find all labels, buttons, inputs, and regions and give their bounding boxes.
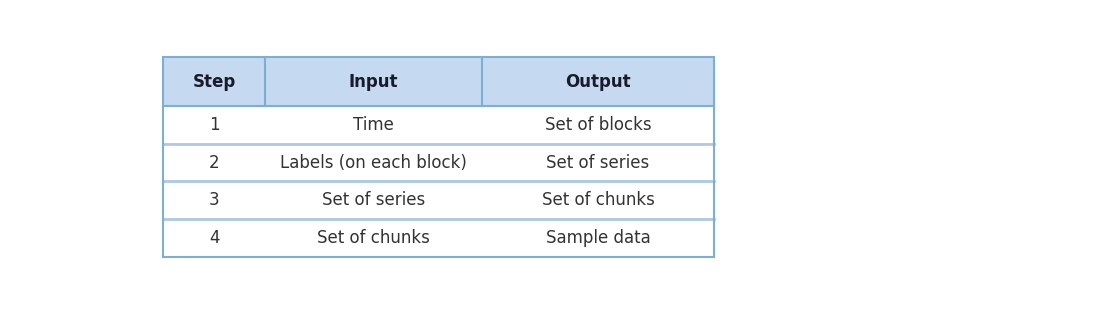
Text: Output: Output bbox=[566, 73, 631, 91]
Text: Set of blocks: Set of blocks bbox=[544, 116, 652, 134]
Text: Set of series: Set of series bbox=[322, 191, 425, 209]
Text: 3: 3 bbox=[209, 191, 219, 209]
Text: Sample data: Sample data bbox=[546, 229, 651, 247]
Text: Time: Time bbox=[353, 116, 395, 134]
Text: 2: 2 bbox=[209, 154, 219, 172]
Text: Set of series: Set of series bbox=[547, 154, 650, 172]
Text: Labels (on each block): Labels (on each block) bbox=[281, 154, 467, 172]
Text: 4: 4 bbox=[209, 229, 219, 247]
Text: Step: Step bbox=[192, 73, 236, 91]
Bar bbox=[163, 58, 714, 106]
Text: Input: Input bbox=[349, 73, 398, 91]
Text: 1: 1 bbox=[209, 116, 219, 134]
Text: Set of chunks: Set of chunks bbox=[541, 191, 654, 209]
Text: Set of chunks: Set of chunks bbox=[318, 229, 430, 247]
